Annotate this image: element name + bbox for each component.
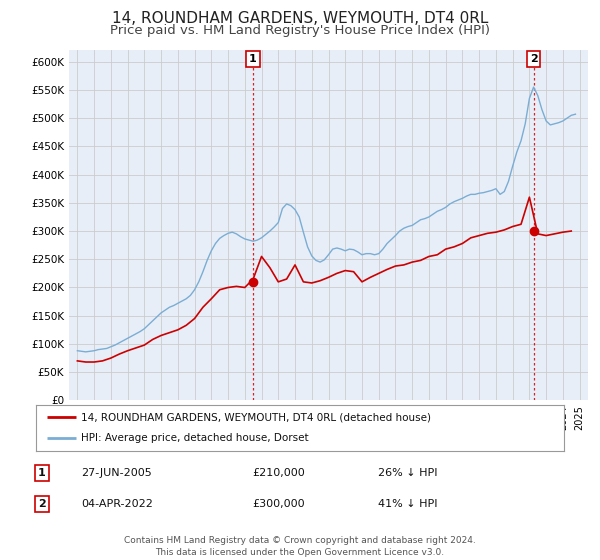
- Text: £300,000: £300,000: [252, 499, 305, 509]
- Text: 26% ↓ HPI: 26% ↓ HPI: [378, 468, 437, 478]
- Text: 1: 1: [38, 468, 46, 478]
- Text: 41% ↓ HPI: 41% ↓ HPI: [378, 499, 437, 509]
- Text: Contains HM Land Registry data © Crown copyright and database right 2024.: Contains HM Land Registry data © Crown c…: [124, 536, 476, 545]
- Text: 14, ROUNDHAM GARDENS, WEYMOUTH, DT4 0RL: 14, ROUNDHAM GARDENS, WEYMOUTH, DT4 0RL: [112, 11, 488, 26]
- Text: Price paid vs. HM Land Registry's House Price Index (HPI): Price paid vs. HM Land Registry's House …: [110, 24, 490, 36]
- Text: 2: 2: [530, 54, 538, 64]
- Text: 27-JUN-2005: 27-JUN-2005: [81, 468, 152, 478]
- Text: 14, ROUNDHAM GARDENS, WEYMOUTH, DT4 0RL (detached house): 14, ROUNDHAM GARDENS, WEYMOUTH, DT4 0RL …: [81, 412, 431, 422]
- Text: £210,000: £210,000: [252, 468, 305, 478]
- Text: HPI: Average price, detached house, Dorset: HPI: Average price, detached house, Dors…: [81, 433, 308, 444]
- Text: 04-APR-2022: 04-APR-2022: [81, 499, 153, 509]
- Text: This data is licensed under the Open Government Licence v3.0.: This data is licensed under the Open Gov…: [155, 548, 445, 557]
- Text: 2: 2: [38, 499, 46, 509]
- Text: 1: 1: [249, 54, 257, 64]
